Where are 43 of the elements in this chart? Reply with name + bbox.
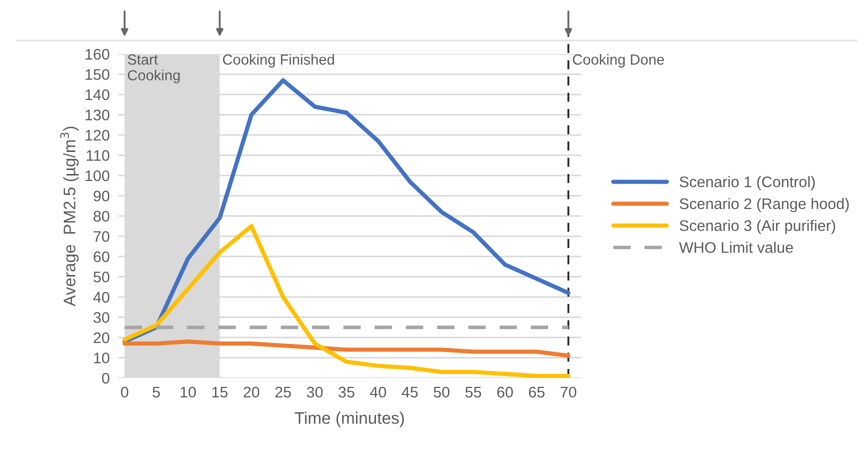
- legend-label: Scenario 3 (Air purifier): [680, 220, 836, 234]
- ref-line-label: Cooking Done: [572, 54, 664, 68]
- y-tick-label: 120: [86, 130, 110, 141]
- x-tick-label: 60: [497, 386, 513, 398]
- y-tick-label: 20: [94, 332, 110, 344]
- y-tick-label: 80: [94, 210, 110, 222]
- legend-label: Scenario 1 (Control): [680, 176, 815, 190]
- y-axis-title: Average PM2.5 (µg/m$^{3}$): [60, 126, 79, 306]
- y-tick-label: 140: [86, 89, 110, 100]
- x-tick-label: 65: [528, 386, 545, 398]
- x-tick-label: 55: [465, 386, 482, 398]
- y-tick-label: 50: [94, 272, 110, 282]
- line-series: [122, 339, 570, 358]
- x-tick-label: 0: [120, 386, 128, 398]
- x-tick-label: 20: [244, 386, 260, 398]
- y-tick-label: 110: [86, 150, 110, 161]
- annotation: Cooking Finished: [222, 54, 334, 68]
- x-tick-label: 15: [212, 386, 228, 398]
- y-tick-label: 10: [94, 352, 110, 364]
- x-tick-label: 45: [402, 386, 418, 398]
- x-tick-label: 30: [306, 386, 323, 398]
- y-tick-label: 150: [86, 69, 110, 80]
- y-tick-label: 30: [94, 312, 110, 323]
- x-tick-label: 10: [180, 386, 196, 398]
- line-series: [122, 224, 570, 378]
- band-label: Start Cooking: [128, 54, 180, 84]
- x-tick-label: 5: [152, 386, 160, 398]
- y-tick-label: 0: [102, 372, 110, 384]
- y-tick-label: 60: [94, 251, 110, 262]
- x-tick-label: 70: [560, 386, 576, 398]
- x-tick-label: 40: [370, 386, 386, 398]
- y-tick-label: 100: [86, 170, 110, 182]
- x-tick-label: 35: [338, 386, 354, 398]
- x-axis-title: Time (minutes): [294, 412, 404, 428]
- x-tick-label: 25: [275, 386, 291, 398]
- y-tick-label: 130: [86, 110, 110, 120]
- y-tick-label: 70: [94, 231, 110, 242]
- y-tick-label: 160: [86, 48, 110, 60]
- x-tick-label: 50: [434, 386, 450, 398]
- y-tick-label: 90: [94, 190, 110, 202]
- y-tick-label: 40: [93, 292, 110, 303]
- legend-label: Scenario 2 (Range hood): [680, 198, 849, 212]
- legend-label: WHO Limit value: [679, 242, 793, 253]
